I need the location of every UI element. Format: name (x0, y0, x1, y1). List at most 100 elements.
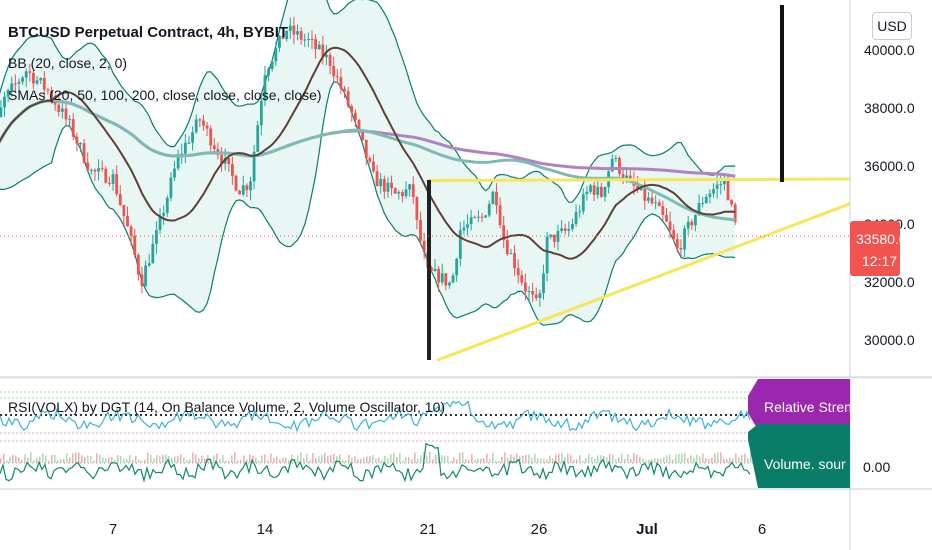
candle-body (17, 81, 21, 84)
volume-histogram-bar (747, 458, 749, 463)
volume-histogram-bar (168, 455, 170, 463)
candle-body (144, 265, 147, 287)
volume-histogram-bar (264, 454, 266, 463)
candle-body (690, 221, 694, 226)
volume-histogram-bar (132, 460, 134, 463)
candle-body (712, 188, 715, 194)
bollinger-bands (0, 0, 736, 326)
price-tag-value: 33580.0 (856, 231, 907, 247)
candle-body (353, 112, 357, 120)
candle-body (39, 77, 43, 81)
volume-histogram-bar (459, 452, 461, 463)
candle-body (281, 35, 285, 40)
volume-histogram-bar (453, 457, 455, 463)
candle-body (24, 71, 28, 78)
x-tick-label: 26 (531, 521, 548, 538)
volume-histogram-bar (735, 453, 737, 463)
volume-histogram-bar (465, 459, 467, 463)
candle-body (618, 157, 621, 174)
candle-body (643, 187, 647, 201)
x-tick-label: Jul (636, 521, 658, 538)
sma-20-line (0, 46, 736, 260)
candle-body (560, 228, 563, 232)
volume-histogram-bar (186, 460, 188, 463)
volume-histogram-bar (78, 452, 80, 463)
candle-body (158, 215, 162, 230)
volume-histogram-bar (468, 460, 470, 463)
candle-body (484, 215, 488, 218)
volume-histogram-bar (276, 456, 278, 463)
currency-button[interactable]: USD (872, 12, 912, 40)
volume-histogram-bar (219, 459, 221, 463)
candle-body (129, 226, 133, 236)
volume-histogram-bar (504, 452, 506, 463)
volume-histogram-bar (312, 452, 314, 463)
candle-body (122, 204, 126, 216)
volume-histogram-bar (450, 460, 452, 463)
volume-histogram-bar (396, 456, 398, 463)
sma-indicator-label: SMAs (20, 50, 100, 200, close, close, cl… (8, 87, 322, 103)
oscillator-label: RSI(VOLX) by DGT (14, On Balance Volume,… (8, 399, 445, 415)
volume-histogram-bar (18, 457, 20, 463)
volume-histogram-bar (720, 452, 722, 463)
candle-body (274, 47, 278, 62)
volume-histogram-bar (363, 457, 365, 463)
volume-histogram-bar (315, 457, 317, 463)
candle-body (513, 253, 516, 269)
volume-histogram-bar (282, 457, 284, 463)
candle-body (480, 216, 484, 218)
volume-histogram-bar (585, 458, 587, 463)
candle-body (50, 90, 53, 100)
volume-histogram-bar (180, 454, 182, 463)
volume-histogram-bar (348, 454, 350, 463)
rsi-tag-bg (748, 379, 850, 430)
volume-histogram-bar (192, 452, 194, 463)
volume-histogram-bar (306, 453, 308, 463)
volume-histogram-bar (654, 457, 656, 463)
volume-histogram-bar (705, 458, 707, 463)
volume-histogram-bar (27, 457, 29, 463)
candle-body (422, 240, 426, 252)
volume-histogram-bar (321, 454, 323, 463)
volume-histogram-bar (528, 454, 530, 463)
resistance-trendline (427, 177, 851, 182)
volume-histogram-bar (162, 455, 164, 463)
volume-histogram-bar (120, 455, 122, 463)
volume-histogram-bar (237, 460, 239, 463)
candle-body (429, 267, 433, 272)
volume-histogram-bar (81, 455, 83, 463)
candle-body (589, 185, 592, 192)
volume-histogram-bar (228, 460, 230, 463)
volume-histogram-bar (627, 454, 629, 463)
candle-body (473, 217, 477, 219)
candle-body (596, 186, 600, 195)
volume-histogram-bar (519, 455, 521, 463)
volume-histogram-bar (351, 457, 353, 463)
candle-body (346, 91, 350, 107)
volume-histogram-bar (93, 460, 95, 463)
candle-body (379, 178, 383, 187)
volume-histogram-bar (57, 460, 59, 463)
volume-histogram-bar (102, 457, 104, 463)
volume-histogram-bar (441, 454, 443, 463)
volume-histogram-bar (234, 452, 236, 463)
volume-histogram-bar (378, 457, 380, 463)
volume-histogram-bar (603, 455, 605, 463)
candle-body (256, 125, 260, 152)
volume-histogram-bar (369, 456, 371, 463)
volume-histogram-bar (741, 454, 743, 463)
candle-body (715, 184, 719, 189)
volume-histogram-bar (546, 459, 548, 463)
volume-histogram-bar (399, 452, 401, 463)
volume-histogram-bar (456, 459, 458, 463)
volume-histogram-bar (330, 454, 332, 463)
candle-body (368, 158, 372, 162)
candle-body (104, 168, 108, 183)
candle-body (285, 30, 289, 40)
volume-histogram-bar (165, 454, 167, 463)
volume-histogram-bar (33, 460, 35, 463)
volume-histogram-bar (201, 455, 203, 463)
candle-body (599, 186, 603, 197)
volume-histogram-bar (471, 453, 473, 463)
